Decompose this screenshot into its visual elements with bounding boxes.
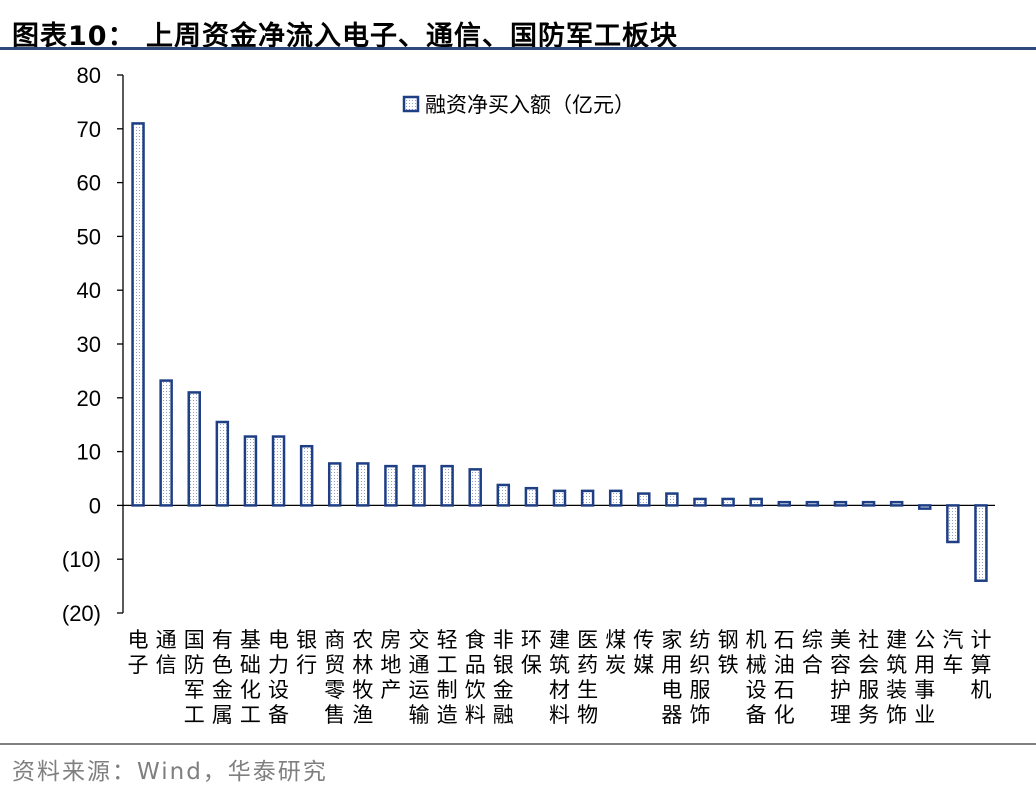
y-tick-label: (20) [62,601,101,626]
bar [749,497,763,507]
y-tick-label: 10 [77,440,101,465]
bar [159,379,173,507]
x-tick-label: 计算机 [970,628,991,702]
y-tick-label: 50 [77,224,101,249]
bar [721,497,735,507]
x-tick-label: 有色金属 [212,628,233,727]
bar-chart: 80 70 60 50 40 30 20 10 0 (10) (20) 电子通信国防军工有色金属基础… [62,63,995,727]
x-tick-label: 建筑材料 [549,628,570,727]
bar [299,444,314,507]
y-tick-label: 70 [77,117,101,142]
bar [608,489,623,507]
bar [187,391,201,507]
bar [243,435,258,507]
x-tick-label: 农林牧渔 [352,628,373,727]
x-tick-label: 基础化工 [240,628,261,727]
x-tick-label: 家用电器 [661,628,682,727]
bar [777,500,792,507]
bar [524,486,539,507]
bar [946,504,960,544]
x-tick-label: 石油石化 [774,628,795,727]
x-tick-label: 公用事业 [914,628,935,727]
x-tick-label: 房地产 [380,628,401,702]
x-tick-label: 交通运输 [409,628,430,727]
x-tick-label: 电子 [128,628,149,677]
bar [552,489,567,507]
bar [918,504,932,510]
x-tick-label: 综合 [802,628,823,677]
x-tick-label: 银行 [296,628,317,677]
y-tick-label: 20 [77,386,101,411]
bar [468,468,482,507]
source-note: 资料来源：Wind，华泰研究 [12,759,328,785]
x-tick-label: 商贸零售 [324,628,345,727]
x-tick-label: 美容护理 [830,628,851,727]
x-tick-label: 汽车 [942,628,963,677]
x-tick-label: 钢铁 [718,628,739,677]
bar [637,492,651,507]
bar [693,497,707,507]
x-tick-label: 环保 [521,628,542,677]
legend-swatch [402,95,420,113]
bar [327,462,342,507]
bar [131,122,145,507]
bar [580,489,595,507]
bar [215,420,230,507]
bar [356,462,370,507]
y-tick-label: 80 [77,63,101,88]
figure-title: 图表10： 上周资金净流入电子、通信、国防军工板块 [12,21,678,52]
x-tick-label: 食品饮料 [465,628,486,727]
y-tick-label: 30 [77,332,101,357]
bar [496,483,511,507]
x-tick-label: 纺织服饰 [689,628,710,727]
x-tick-label: 非银金融 [493,628,514,727]
title-divider [0,47,1036,50]
x-tick-label: 传媒 [633,628,654,677]
bar [271,435,286,507]
y-tick-label: 0 [89,493,101,518]
bar [889,500,904,507]
x-tick-label: 国防军工 [184,628,205,727]
x-tick-labels: 电子通信国防军工有色金属基础化工电力设备银行商贸零售农林牧渔房地产交通运输轻工制… [128,628,992,727]
y-tick-label: (10) [62,547,101,572]
y-tick-label: 60 [77,171,101,196]
x-tick-label: 煤炭 [605,628,626,677]
bar [384,464,398,507]
bar [861,500,876,507]
bars [131,122,988,582]
x-tick-label: 通信 [156,628,177,677]
footer-divider [0,743,1036,745]
y-tick-label: 40 [77,278,101,303]
x-tick-label: 轻工制造 [437,628,458,727]
x-tick-label: 医药生物 [577,628,598,727]
bar [412,464,426,507]
legend-label: 融资净买入额（亿元） [425,93,635,117]
x-tick-label: 建筑装饰 [886,628,907,727]
bar [665,492,679,507]
x-tick-label: 社会服务 [858,628,879,727]
x-tick-label: 电力设备 [268,628,289,727]
legend: 融资净买入额（亿元） [402,93,635,117]
y-axis: 80 70 60 50 40 30 20 10 0 (10) (20) [62,63,124,626]
bar [440,464,454,507]
bar [805,500,820,507]
x-tick-label: 机械设备 [746,628,767,727]
bar [833,500,848,507]
bar [974,504,988,582]
